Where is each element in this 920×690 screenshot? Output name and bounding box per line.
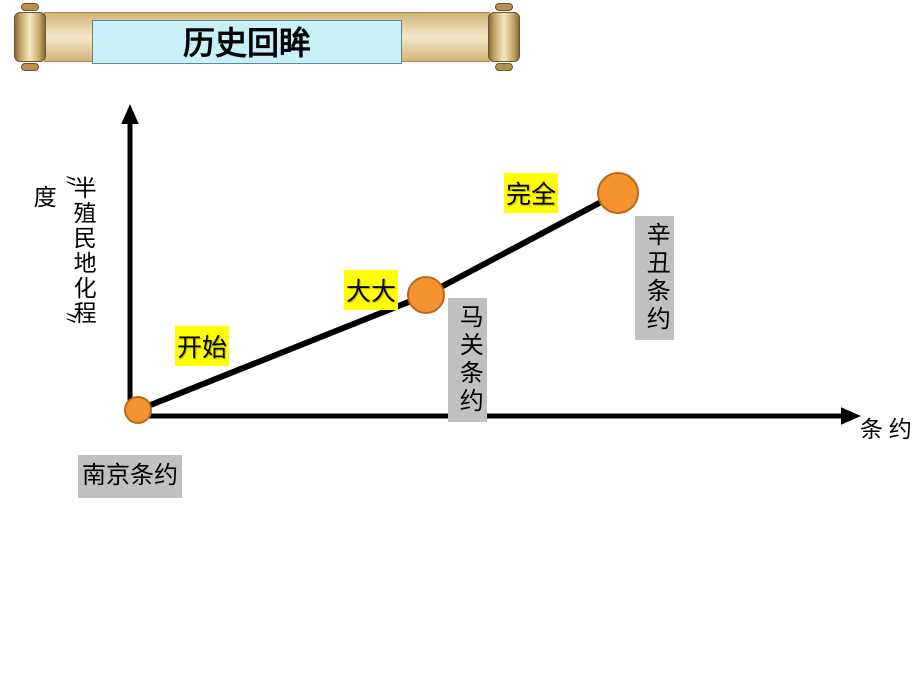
y-axis-quote-top: 〃 bbox=[58, 172, 84, 190]
stage-label-1: 大大 bbox=[344, 270, 398, 310]
scroll-cap-left bbox=[12, 6, 48, 68]
chart-area: 度 半殖民地化程 〃 〃 条 约 开始 大大 完全 南京条约 马关条约 辛丑条约 bbox=[0, 80, 920, 690]
x-axis-label: 条 约 bbox=[860, 410, 912, 444]
title-scroll-banner: 历史回眸 bbox=[12, 6, 522, 68]
treaty-label-2: 辛丑条约 bbox=[635, 216, 674, 340]
banner-title: 历史回眸 bbox=[92, 20, 402, 64]
stage-label-2: 完全 bbox=[504, 173, 558, 213]
treaty-label-1: 马关条约 bbox=[448, 298, 487, 422]
treaty-label-0: 南京条约 bbox=[78, 455, 182, 498]
scroll-cap-right bbox=[486, 6, 522, 68]
stage-label-0: 开始 bbox=[175, 326, 229, 366]
y-axis-label-inner: 半殖民地化程 bbox=[70, 176, 94, 326]
y-axis-label-outer: 度 bbox=[30, 185, 54, 210]
y-axis-quote-bot: 〃 bbox=[58, 309, 84, 327]
